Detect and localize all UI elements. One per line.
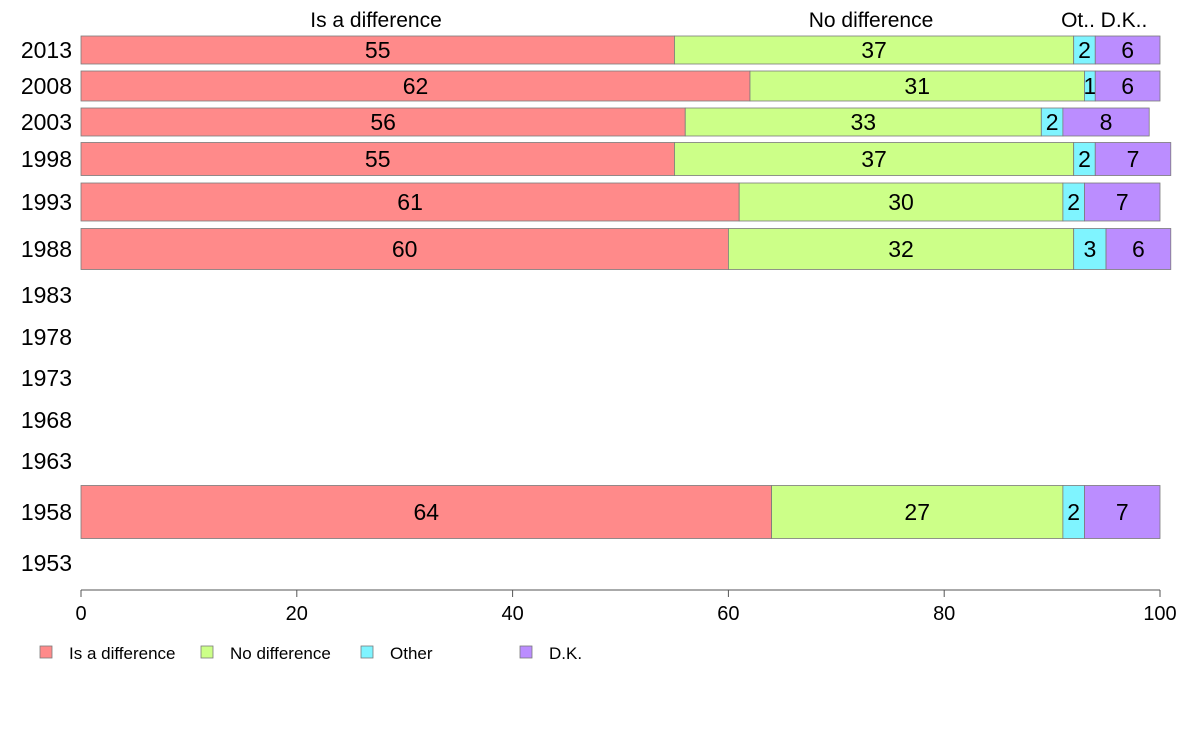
data-label-1998-other: 2 [1078,146,1091,172]
legend-label-is-a-difference: Is a difference [69,644,175,663]
data-label-2008-other: 1 [1083,73,1096,99]
bars-group: 55 37 2 662 31 1 656 33 2 855 37 2 761 30 2 760 32 3 664 27… [80,35,1172,539]
bar-1993-no-difference [738,182,1064,222]
bar-1988-no-difference [728,228,1075,270]
y-tick-label-1973: 1973 [21,365,72,391]
bar-2003-d-k [1062,107,1150,137]
data-label-1998-d-k: 7 [1127,146,1140,172]
bar-1958-no-difference [771,485,1064,539]
bar-1958-is-a-difference [80,485,772,539]
x-tick-label-80: 80 [933,603,955,625]
bar-2013-no-difference [674,35,1075,65]
y-tick-label-1998: 1998 [21,146,72,172]
bar-2008-is-a-difference [80,70,751,102]
bar-1993-is-a-difference [80,182,740,222]
data-label-1998-is-a-difference: 55 [365,146,391,172]
y-tick-label-1968: 1968 [21,407,72,433]
data-label-1993-no-difference: 30 [888,189,914,215]
y-tick-label-1958: 1958 [21,499,72,525]
data-label-2013-d-k: 6 [1121,37,1134,63]
data-label-1998-no-difference: 37 [861,146,887,172]
data-label-2013-is-a-difference: 55 [365,37,391,63]
data-label-1988-is-a-difference: 60 [392,236,418,262]
x-tick-label-20: 20 [286,603,308,625]
bar-1998-d-k [1094,142,1172,176]
data-label-1988-no-difference: 32 [888,236,914,262]
legend-swatch-is-a-difference [39,645,53,659]
data-label-1993-is-a-difference: 61 [397,189,423,215]
legend-swatch-d-k [519,645,533,659]
top-series-labels: Is a difference No difference Ot.. D.K.. [310,9,1147,32]
top-label-no-difference: No difference [809,9,934,32]
bar-1993-d-k [1084,182,1161,222]
bar-2013-d-k [1094,35,1161,65]
y-tick-label-1978: 1978 [21,324,72,350]
legend-label-no-difference: No difference [230,644,331,663]
x-axis: 0 20 40 60 80 100 [75,589,1177,625]
bar-1958-d-k [1084,485,1161,539]
x-tick-label-60: 60 [717,603,739,625]
x-tick-label-100: 100 [1143,603,1176,625]
data-label-2003-other: 2 [1046,109,1059,135]
y-tick-label-2013: 2013 [21,37,72,63]
y-tick-label-2003: 2003 [21,109,72,135]
top-label-d-k: D.K.. [1101,9,1148,32]
bar-1988-is-a-difference [80,228,729,270]
bar-1998-no-difference [674,142,1075,176]
y-tick-label-1963: 1963 [21,448,72,474]
data-label-2013-no-difference: 37 [861,37,887,63]
data-label-2003-no-difference: 33 [850,109,876,135]
x-tick-label-0: 0 [75,603,86,625]
y-tick-label-1988: 1988 [21,236,72,262]
data-label-2008-d-k: 6 [1121,73,1134,99]
data-label-1958-no-difference: 27 [904,499,930,525]
data-label-1988-d-k: 6 [1132,236,1145,262]
bar-1988-d-k [1105,228,1172,270]
data-label-1988-other: 3 [1083,236,1096,262]
y-tick-label-1983: 1983 [21,282,72,308]
data-label-2013-other: 2 [1078,37,1091,63]
legend-label-other: Other [390,644,433,663]
data-label-1958-other: 2 [1067,499,1080,525]
bar-2008-d-k [1094,70,1161,102]
bar-2003-is-a-difference [80,107,686,137]
data-label-2008-is-a-difference: 62 [403,73,429,99]
legend-swatch-no-difference [200,645,214,659]
bar-1998-is-a-difference [80,142,675,176]
data-label-2003-d-k: 8 [1100,109,1113,135]
data-label-2003-is-a-difference: 56 [370,109,396,135]
top-label-is-a-difference: Is a difference [310,9,442,32]
x-tick-label-40: 40 [501,603,523,625]
y-tick-label-2008: 2008 [21,73,72,99]
data-label-1958-d-k: 7 [1116,499,1129,525]
legend-label-d-k: D.K. [549,644,582,663]
y-tick-label-1953: 1953 [21,550,72,576]
y-tick-label-1993: 1993 [21,189,72,215]
y-axis-labels: 2013 2008 2003 1998 1993 1988 1983 1978 1973 1968… [21,37,72,576]
bar-1988-other [1073,228,1107,270]
legend-swatch-other [360,645,374,659]
data-label-1993-other: 2 [1067,189,1080,215]
data-label-1993-d-k: 7 [1116,189,1129,215]
legend: Is a difference No difference Other D.K. [39,644,582,663]
data-label-2008-no-difference: 31 [904,73,930,99]
bar-2003-no-difference [684,107,1042,137]
data-label-1958-is-a-difference: 64 [413,499,439,525]
bar-2013-is-a-difference [80,35,675,65]
bar-2008-no-difference [749,70,1085,102]
top-label-ot: Ot.. [1061,9,1095,32]
